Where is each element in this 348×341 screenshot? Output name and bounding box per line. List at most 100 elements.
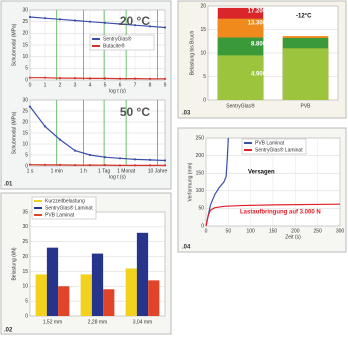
annotation: Versagen (248, 170, 275, 176)
point (58, 18, 62, 21)
bar (103, 289, 115, 316)
point (118, 164, 122, 167)
panel-label: .01 (4, 182, 13, 188)
annotation: 4.900 N (251, 72, 272, 78)
bar (46, 247, 59, 316)
point (43, 163, 47, 166)
line (205, 137, 229, 227)
point (118, 22, 122, 26)
x-tick-label: 1 Tag (98, 168, 110, 174)
point (73, 149, 77, 152)
y-tick-label: 5 (25, 298, 28, 304)
y-tick-label: 15 (22, 42, 28, 48)
bar (136, 232, 149, 316)
y-tick-label: 10 (200, 50, 206, 56)
x-tick-label: 1 min (51, 168, 63, 174)
x-tick-label: 3 (74, 82, 77, 88)
y-tick-label: 10 (22, 284, 28, 290)
y-axis-label: Verformung (mm) (187, 162, 193, 201)
y-tick-label: 20 (22, 31, 28, 37)
point (118, 157, 122, 160)
y-tick-label: 25 (22, 19, 28, 25)
point (28, 163, 32, 166)
y-tick-label: 15 (22, 130, 28, 136)
y-tick-label: 15 (22, 269, 28, 275)
y-tick-label: 100 (196, 188, 205, 194)
x-tick-label: 5 (104, 82, 107, 88)
x-tick-label: 4 (89, 82, 92, 88)
point (163, 26, 167, 29)
annotation: 13.300 N (248, 21, 272, 27)
panel-label: .03 (182, 111, 191, 117)
y-tick-label: 30 (22, 224, 28, 230)
annotation: -12°C (296, 14, 312, 20)
y-tick-label: 5 (203, 74, 206, 80)
point (28, 76, 32, 79)
annotation: 8.800 N (251, 42, 272, 48)
y-tick-label: 10 (22, 141, 28, 147)
y-tick-label: 35 (22, 209, 28, 215)
y-axis-label: Belastung bis Bruch (189, 31, 195, 76)
x-tick-label: 1 (44, 82, 47, 88)
legend-label: SentryGlas® Laminat (255, 146, 303, 153)
x-tick-label: 1 Monat (117, 168, 136, 174)
y-tick-label: 200 (196, 153, 205, 159)
x-tick-label: 6 (119, 82, 122, 88)
point (88, 164, 92, 167)
legend-label: Butacite® (103, 42, 125, 49)
bar (282, 48, 329, 100)
legend-label: SentryGlas® (103, 35, 132, 42)
point (103, 164, 107, 167)
x-tick-label: 2 (59, 82, 62, 88)
point (43, 17, 47, 20)
point (103, 77, 107, 80)
x-tick-label: 1 s (27, 168, 34, 174)
x-tick-label: 300 (336, 228, 345, 234)
line (29, 106, 166, 162)
legend-box (241, 138, 307, 155)
y-tick-label: 20 (22, 119, 28, 125)
y-axis-label: Belastung (kN) (11, 247, 17, 280)
point (28, 15, 32, 19)
y-tick-label: 0 (25, 313, 28, 319)
point (73, 19, 77, 22)
point (163, 159, 167, 162)
point (163, 77, 167, 80)
point (148, 25, 152, 28)
point (88, 77, 92, 80)
y-tick-label: 0 (203, 97, 206, 103)
y-tick-label: 10 (22, 54, 28, 60)
x-tick-label: 0 (205, 228, 208, 234)
legend-label: PVB Laminat (255, 140, 285, 146)
point (73, 164, 77, 167)
point (103, 21, 107, 24)
y-axis-label: Schubmodul (MPa) (11, 111, 17, 154)
x-tick-label: 2,28 mm (88, 319, 107, 325)
point (133, 158, 137, 161)
point (118, 77, 122, 80)
y-tick-label: 5 (25, 66, 28, 72)
bar (58, 286, 70, 316)
annotation: 17.200 N (248, 9, 272, 15)
y-tick-label: 15 (200, 27, 206, 33)
line (29, 16, 166, 29)
chart-title: 50 °C (120, 105, 150, 119)
x-tick-label: 0 (29, 82, 32, 88)
bar (35, 274, 47, 316)
point (148, 164, 152, 167)
point (148, 77, 152, 80)
x-axis-label: log t (s) (109, 174, 126, 180)
point (73, 77, 77, 80)
x-tick-label: 250 (313, 228, 322, 234)
legend-box (31, 196, 97, 220)
y-tick-label: 25 (22, 108, 28, 114)
x-tick-label: 9 (164, 82, 167, 88)
x-tick-label: PVB (300, 103, 311, 109)
point (148, 158, 152, 161)
annotation: Lastaufbringung auf 3.000 N (240, 210, 321, 216)
x-tick-label: 3,04 mm (133, 319, 152, 325)
y-tick-label: 50 (198, 206, 204, 212)
x-tick-label: 8 (149, 82, 152, 88)
y-tick-label: 0 (25, 163, 28, 169)
